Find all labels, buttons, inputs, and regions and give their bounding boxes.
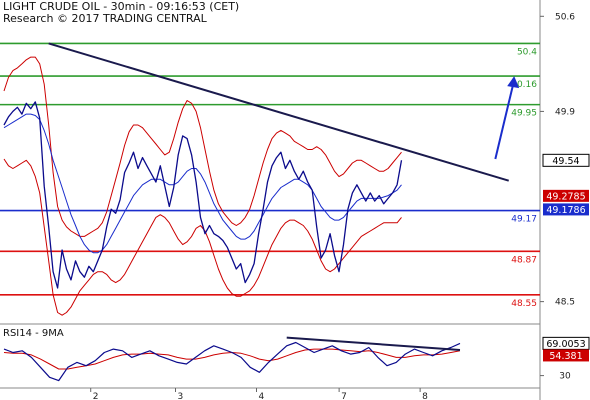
x-tick-4: 4 bbox=[259, 392, 265, 400]
bollinger-lower bbox=[3, 158, 402, 316]
price-badge-0 bbox=[542, 153, 590, 167]
price-series bbox=[3, 101, 403, 289]
x-tick-8: 8 bbox=[422, 392, 428, 400]
rsi-trendline bbox=[286, 336, 461, 351]
rsi-series bbox=[3, 341, 461, 382]
rsi-y-tick-30: 30 bbox=[559, 372, 571, 382]
x-tick-7: 7 bbox=[341, 392, 347, 400]
y-tick-50.6: 50.6 bbox=[555, 12, 575, 22]
level-label-0: 50.4 bbox=[517, 47, 537, 57]
price-badge-label-2: 49.1786 bbox=[546, 205, 585, 216]
price-badge-label-0: 49.54 bbox=[552, 156, 579, 167]
rsi-badge-label-0: 69.0053 bbox=[546, 339, 585, 350]
y-tick-49.9: 49.9 bbox=[555, 107, 575, 117]
rsi-panel-title: RSI14 - 9MA bbox=[3, 328, 64, 339]
projection-arrow-head bbox=[507, 76, 520, 89]
chart-title: LIGHT CRUDE OIL - 30min - 09:16:53 (CET) bbox=[3, 0, 240, 13]
rsi-badge-1 bbox=[543, 349, 589, 362]
price-badge-1 bbox=[543, 189, 589, 202]
y-tick-48.5: 48.5 bbox=[555, 298, 575, 308]
bollinger-middle bbox=[3, 113, 402, 254]
level-label-3: 49.17 bbox=[511, 215, 537, 225]
price-badge-2 bbox=[543, 203, 589, 216]
price-badge-label-1: 49.2785 bbox=[546, 191, 585, 202]
chart-copyright: Research © 2017 TRADING CENTRAL bbox=[3, 12, 207, 25]
x-tick-3: 3 bbox=[178, 392, 184, 400]
projection-arrow-shaft bbox=[494, 83, 515, 160]
level-label-2: 49.95 bbox=[511, 109, 537, 119]
rsi-badge-label-1: 54.381 bbox=[549, 351, 582, 362]
level-label-1: 50.16 bbox=[511, 80, 537, 90]
x-tick-2: 2 bbox=[93, 392, 99, 400]
rsi-badge-0 bbox=[542, 336, 590, 350]
level-label-4: 48.87 bbox=[511, 255, 537, 265]
bollinger-upper bbox=[3, 56, 402, 237]
trendline bbox=[48, 42, 510, 182]
level-label-5: 48.55 bbox=[511, 299, 537, 309]
